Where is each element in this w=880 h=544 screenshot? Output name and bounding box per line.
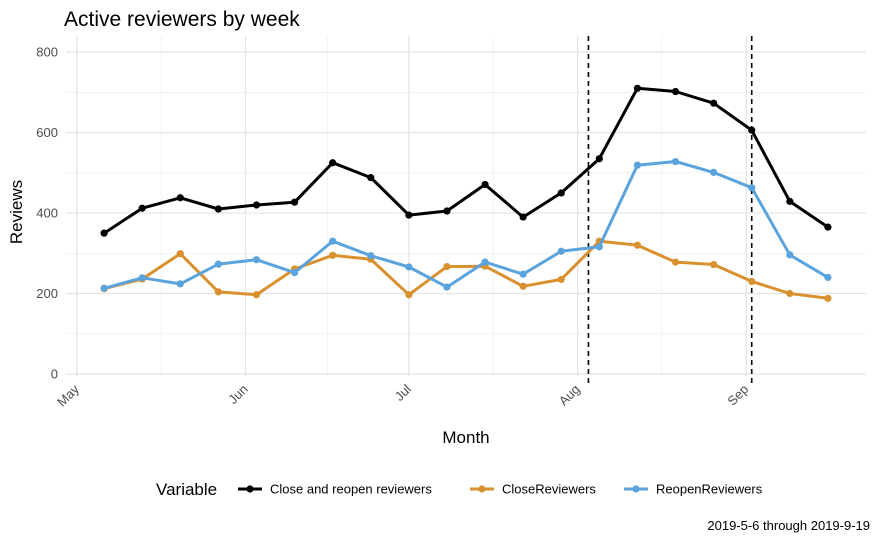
- data-point: [405, 263, 413, 271]
- data-point: [138, 274, 146, 282]
- data-point: [671, 157, 680, 166]
- data-point: [367, 252, 375, 260]
- data-point: [748, 126, 756, 134]
- legend-label: ReopenReviewers: [656, 482, 763, 497]
- x-tick-labels: May Jun Jul Aug Sep: [54, 381, 751, 409]
- legend-item: CloseReviewers: [470, 482, 596, 497]
- data-point: [786, 289, 794, 298]
- y-tick-label: 200: [36, 286, 58, 301]
- data-point: [290, 198, 299, 206]
- data-point: [633, 161, 642, 169]
- y-tick-labels: 0 200 400 600 800: [36, 45, 58, 382]
- chart-caption: 2019-5-6 through 2019-9-19: [707, 518, 870, 533]
- data-point: [252, 291, 261, 299]
- data-point: [405, 211, 413, 219]
- series: [100, 157, 832, 292]
- legend-label: CloseReviewers: [502, 482, 596, 497]
- data-point: [824, 273, 832, 282]
- data-point: [214, 205, 222, 213]
- grid: [66, 36, 866, 376]
- data-point: [633, 241, 642, 249]
- data-point: [252, 256, 261, 264]
- data-point: [481, 180, 489, 189]
- series-line: [102, 86, 830, 235]
- data-point: [824, 223, 832, 231]
- data-point: [367, 174, 375, 182]
- data-point: [671, 87, 680, 96]
- data-point: [329, 237, 337, 245]
- data-point: [557, 275, 565, 284]
- legend: Variable Close and reopen reviewers Close…: [156, 480, 763, 499]
- y-tick-label: 800: [36, 45, 58, 60]
- data-point: [519, 213, 527, 221]
- series-line: [102, 160, 830, 290]
- legend-title: Variable: [156, 480, 217, 499]
- data-point: [595, 243, 603, 251]
- data-point: [176, 250, 184, 258]
- legend-item: Close and reopen reviewers: [238, 482, 432, 497]
- x-axis-title: Month: [442, 428, 489, 447]
- y-tick-label: 600: [36, 125, 58, 140]
- series-line: [102, 239, 830, 300]
- data-point: [786, 251, 794, 259]
- data-point: [252, 201, 261, 209]
- series: [100, 84, 832, 237]
- data-point: [824, 294, 832, 302]
- legend-item: ReopenReviewers: [624, 482, 763, 497]
- chart-title: Active reviewers by week: [64, 8, 300, 31]
- data-point: [519, 270, 527, 278]
- data-point: [633, 84, 642, 92]
- data-point: [557, 189, 565, 197]
- data-point: [176, 194, 184, 202]
- data-point: [710, 99, 718, 107]
- data-point: [710, 168, 718, 177]
- legend-key-point: [246, 485, 254, 493]
- data-point: [290, 268, 299, 277]
- series-group: [100, 84, 832, 302]
- legend-label: Close and reopen reviewers: [270, 482, 432, 497]
- data-point: [443, 262, 451, 271]
- data-point: [214, 260, 222, 268]
- x-tick-label: Aug: [556, 382, 583, 409]
- data-point: [710, 260, 718, 269]
- data-point: [481, 258, 489, 266]
- data-point: [329, 159, 337, 167]
- data-point: [595, 155, 603, 163]
- legend-key-point: [632, 485, 640, 493]
- data-point: [176, 280, 184, 288]
- legend-key-point: [478, 485, 486, 493]
- reference-lines: [587, 36, 753, 384]
- data-point: [443, 207, 451, 215]
- y-axis-title: Reviews: [7, 180, 26, 244]
- data-point: [748, 184, 756, 192]
- data-point: [138, 204, 146, 212]
- x-tick-label: Jun: [225, 382, 250, 407]
- y-tick-label: 400: [36, 206, 58, 221]
- data-point: [405, 291, 413, 299]
- data-point: [671, 258, 680, 266]
- x-tick-label: Sep: [724, 382, 751, 409]
- data-point: [443, 283, 451, 291]
- data-point: [329, 251, 337, 259]
- data-point: [786, 197, 794, 205]
- x-tick-label: Jul: [392, 381, 414, 403]
- data-point: [557, 247, 565, 255]
- y-tick-label: 0: [51, 366, 58, 381]
- data-point: [519, 282, 527, 290]
- data-point: [100, 284, 108, 292]
- x-tick-label: May: [54, 381, 82, 409]
- data-point: [748, 277, 756, 286]
- data-point: [100, 229, 108, 237]
- data-point: [214, 288, 222, 296]
